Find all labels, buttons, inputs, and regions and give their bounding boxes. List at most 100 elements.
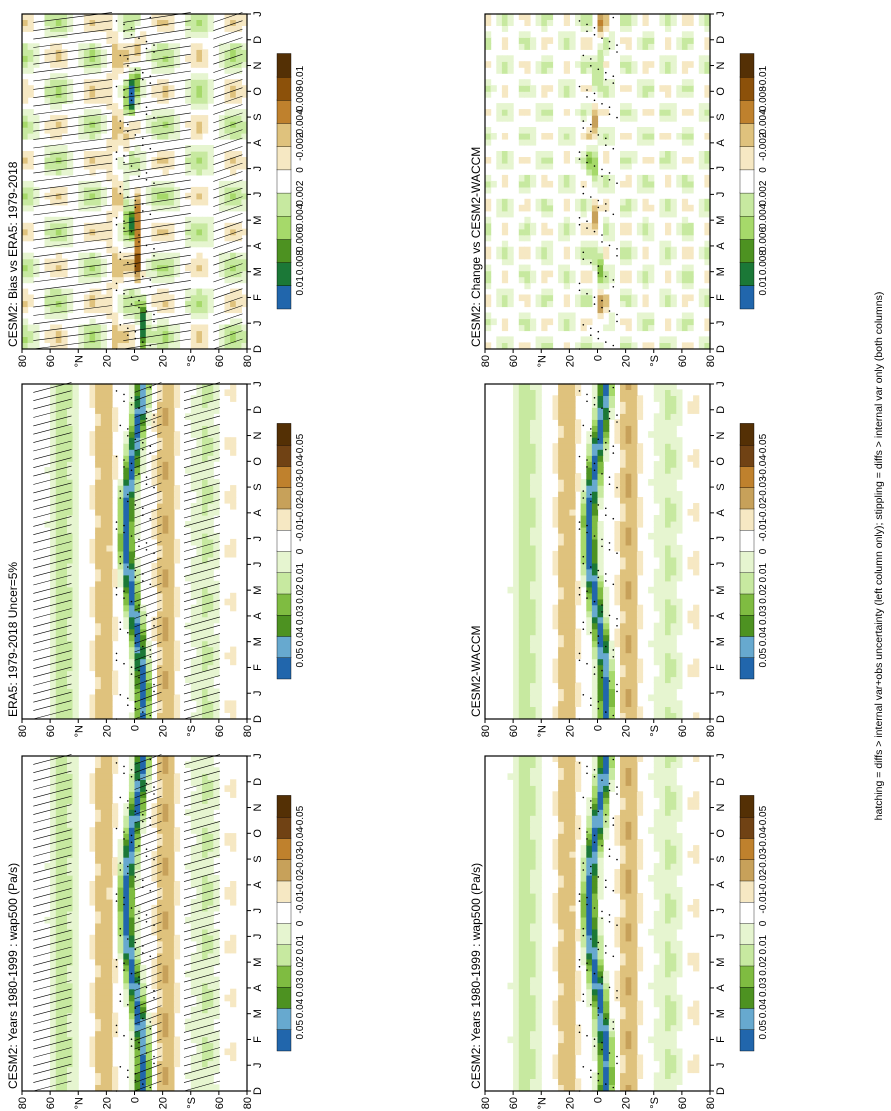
stipple-dot xyxy=(138,983,140,985)
heat-cell xyxy=(100,797,108,804)
heat-cell xyxy=(670,616,677,624)
x-tick-label: D xyxy=(252,715,264,723)
heat-cell xyxy=(625,1084,632,1091)
stipple-dot xyxy=(130,462,133,465)
heat-cell xyxy=(575,815,582,822)
heat-cell xyxy=(95,479,102,486)
heat-cell xyxy=(95,586,102,594)
heat-cell xyxy=(535,556,542,564)
heat-cell xyxy=(55,431,62,438)
heat-cell xyxy=(608,1054,615,1062)
heat-cell xyxy=(162,658,169,666)
heat-cell xyxy=(207,485,214,492)
heat-cell xyxy=(670,610,677,618)
heat-cell xyxy=(659,970,666,978)
hatch-line xyxy=(33,549,72,561)
heat-cell xyxy=(145,1018,153,1026)
hatch-line xyxy=(33,787,72,799)
heat-cell xyxy=(123,952,130,960)
heat-cell xyxy=(558,785,565,792)
hatch-line xyxy=(33,846,72,857)
heat-cell xyxy=(202,658,209,666)
heat-cell xyxy=(95,803,102,810)
heat-cell xyxy=(653,827,660,834)
heat-cell xyxy=(106,863,113,870)
heat-cell xyxy=(631,791,638,798)
heat-cell xyxy=(145,767,153,774)
heat-cell xyxy=(513,904,520,912)
heat-cell xyxy=(190,1060,198,1068)
heat-cell xyxy=(95,700,102,707)
heat-cell xyxy=(535,940,542,948)
heat-cell xyxy=(563,863,570,870)
heat-cell xyxy=(162,1066,169,1074)
heat-cell xyxy=(95,851,102,858)
heat-cell xyxy=(202,491,209,498)
heat-cell xyxy=(100,449,108,456)
heat-cell xyxy=(173,646,181,654)
hatch-line xyxy=(183,846,221,857)
heat-cell xyxy=(89,383,96,390)
heat-cell xyxy=(151,970,158,978)
hatch-line xyxy=(33,524,72,535)
stipple-dot xyxy=(153,690,155,693)
heat-cell xyxy=(196,461,203,468)
heat-cell xyxy=(586,940,593,948)
heat-cell xyxy=(213,791,220,798)
heat-cell xyxy=(569,616,576,624)
heat-cell xyxy=(168,556,175,564)
heat-cell xyxy=(67,1006,74,1014)
heat-cell xyxy=(162,1006,169,1014)
heat-cell xyxy=(518,1048,525,1056)
heat-cell xyxy=(530,952,537,960)
heat-cell xyxy=(162,899,169,906)
heat-cell xyxy=(202,496,209,504)
heat-cell xyxy=(196,958,203,966)
heat-cell xyxy=(202,976,209,984)
heat-cell xyxy=(575,1078,582,1085)
hatch-line xyxy=(183,641,221,653)
heat-cell xyxy=(530,676,537,684)
heat-cell xyxy=(67,544,74,552)
heat-cell xyxy=(50,785,57,792)
heat-cell xyxy=(535,1018,542,1026)
heat-cell xyxy=(202,712,209,719)
heat-cell xyxy=(625,875,632,882)
heat-cell xyxy=(207,491,214,498)
heat-cell xyxy=(128,592,136,600)
heat-cell xyxy=(100,646,108,654)
heat-cell xyxy=(636,604,644,612)
heat-cell xyxy=(190,970,198,978)
heat-cell xyxy=(603,646,610,654)
heat-cell xyxy=(608,682,615,690)
heat-cell xyxy=(693,1006,700,1014)
stipple-dot xyxy=(586,765,588,768)
heat-cell xyxy=(665,1030,672,1038)
heat-cell xyxy=(625,958,632,966)
hatch-line xyxy=(183,996,221,1008)
heat-cell xyxy=(95,706,102,713)
heat-cell xyxy=(563,1054,570,1062)
heat-cell xyxy=(513,982,520,990)
heat-cell xyxy=(202,485,209,492)
heat-cell xyxy=(665,1078,672,1085)
heat-cell xyxy=(625,628,632,636)
heat-cell xyxy=(558,851,565,858)
hatch-line xyxy=(33,1005,72,1016)
hatch-line xyxy=(134,862,162,874)
heat-cell xyxy=(676,1078,683,1085)
heat-cell xyxy=(591,574,599,582)
heat-cell xyxy=(552,1054,559,1062)
heat-cell xyxy=(128,875,136,882)
heat-cell xyxy=(117,491,124,498)
heat-cell xyxy=(112,1030,119,1038)
heat-cell xyxy=(558,706,565,713)
x-tick-label: M xyxy=(715,958,727,967)
heat-cell xyxy=(196,544,203,552)
hatch-line xyxy=(134,795,162,807)
heat-cell xyxy=(168,779,175,786)
heat-cell xyxy=(625,646,632,654)
heat-cell xyxy=(173,1006,181,1014)
heat-cell xyxy=(173,934,181,942)
heat-cell xyxy=(518,1066,525,1074)
